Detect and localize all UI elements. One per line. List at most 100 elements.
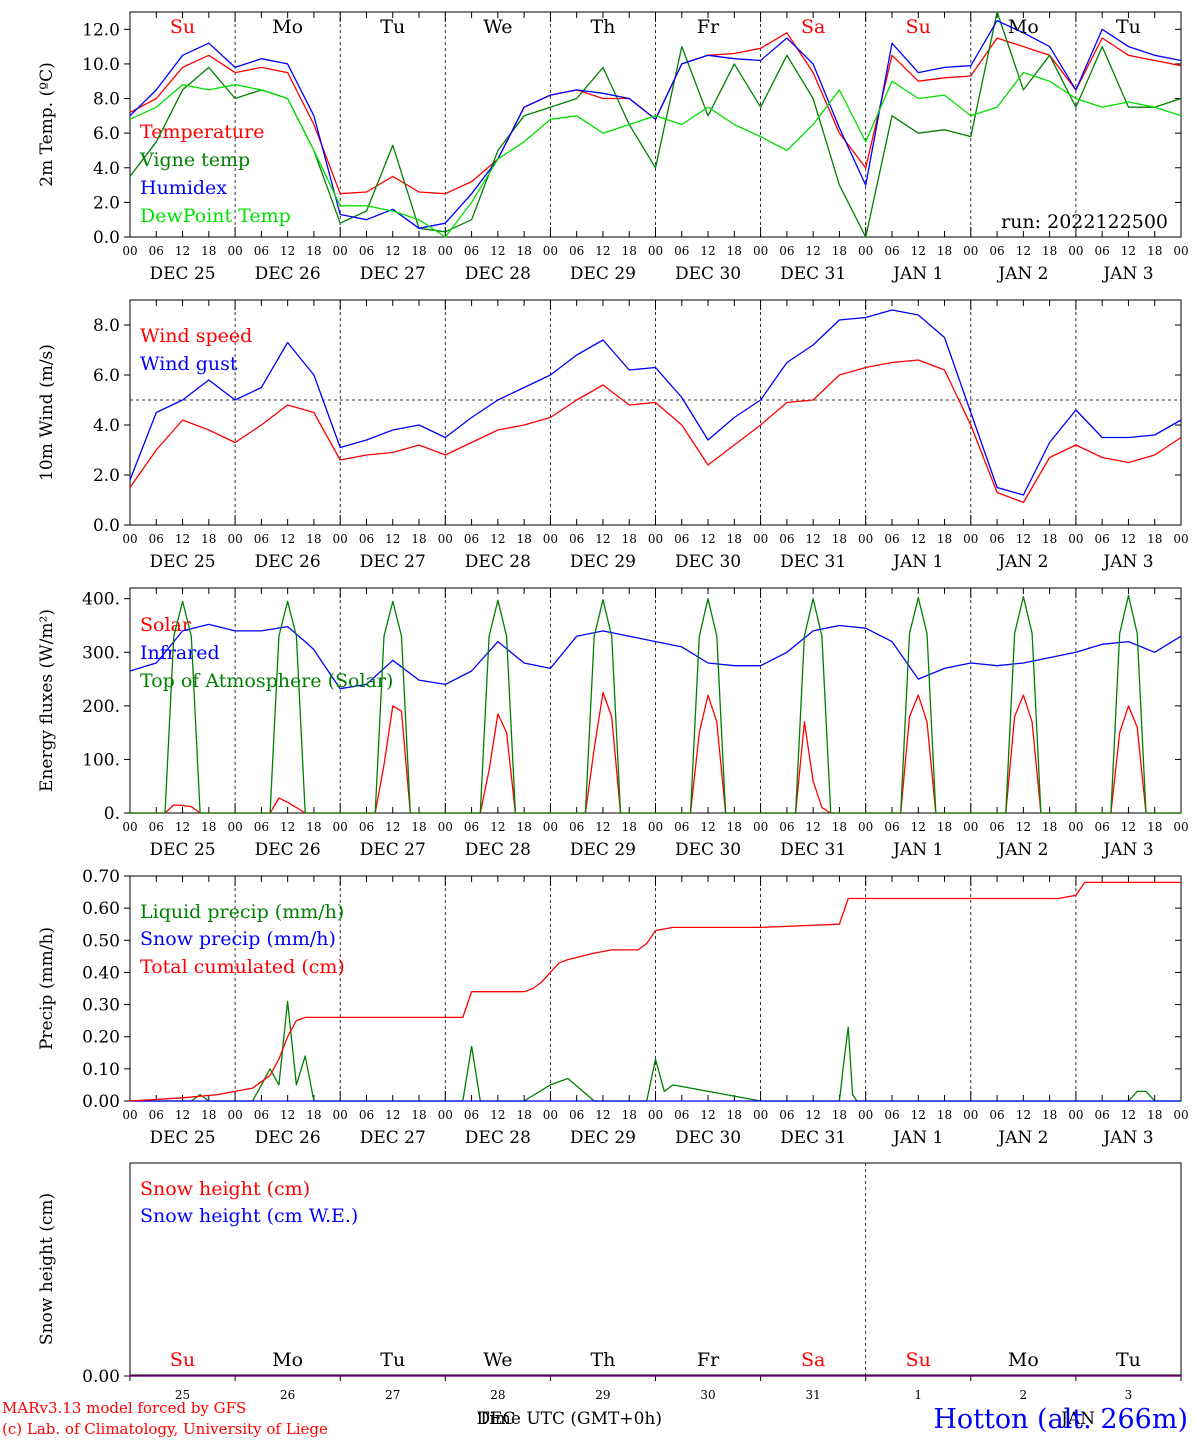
x-tick-label: 00 xyxy=(333,1108,348,1122)
day-number: 26 xyxy=(280,1388,295,1402)
series-line-total-cumulated-cm- xyxy=(129,881,1181,1102)
weekday-bottom: Su xyxy=(170,1349,195,1371)
day-label: DEC 27 xyxy=(360,1128,426,1148)
x-tick-label: 00 xyxy=(438,532,453,546)
legend-entry: Snow precip (mm/h) xyxy=(140,928,336,950)
y-tick-label: 12.0 xyxy=(82,20,120,40)
x-tick-label: 06 xyxy=(464,820,479,834)
x-tick-label: 00 xyxy=(122,820,137,834)
y-tick-label: 0.0 xyxy=(93,228,120,248)
y-axis-label: Precip (mm/h) xyxy=(37,927,57,1050)
day-label: JAN 1 xyxy=(891,840,943,860)
x-tick-label: 12 xyxy=(280,532,295,546)
x-tick-label: 12 xyxy=(490,1108,505,1122)
x-tick-label: 06 xyxy=(359,820,374,834)
y-tick-label: 0.00 xyxy=(82,1092,120,1112)
x-tick-label: 18 xyxy=(832,820,847,834)
x-tick-label: 00 xyxy=(543,1108,558,1122)
x-tick-label: 00 xyxy=(122,244,137,258)
x-tick-label: 12 xyxy=(806,1108,821,1122)
x-tick-label: 06 xyxy=(989,244,1004,258)
y-tick-label: 0. xyxy=(104,804,120,824)
plot-frame xyxy=(129,299,1182,526)
month-label-dec: DEC xyxy=(476,1409,515,1429)
day-label: DEC 30 xyxy=(675,840,741,860)
x-tick-label: 00 xyxy=(1173,244,1188,258)
x-tick-label: 06 xyxy=(464,244,479,258)
y-tick-label: 0.0 xyxy=(93,516,120,536)
day-label: DEC 29 xyxy=(570,1128,636,1148)
x-tick-label: 06 xyxy=(779,532,794,546)
y-tick-label: 4.0 xyxy=(93,416,120,436)
x-tick-label: 00 xyxy=(543,244,558,258)
x-tick-label: 06 xyxy=(884,1108,899,1122)
x-tick-label: 00 xyxy=(333,820,348,834)
day-label: JAN 1 xyxy=(891,552,943,572)
x-tick-label: 12 xyxy=(1121,1108,1136,1122)
x-tick-label: 18 xyxy=(727,820,742,834)
day-label: DEC 28 xyxy=(465,264,531,284)
x-tick-label: 12 xyxy=(1016,532,1031,546)
x-tick-label: 00 xyxy=(858,244,873,258)
series-line-dewpoint-temp xyxy=(129,71,1182,238)
weekday-top: Sa xyxy=(801,16,825,38)
x-tick-label: 06 xyxy=(779,1108,794,1122)
x-tick-label: 06 xyxy=(359,532,374,546)
weekday-top: Mo xyxy=(1008,16,1039,38)
x-tick-label: 12 xyxy=(280,244,295,258)
legend-entry: Snow height (cm) xyxy=(140,1178,310,1200)
x-tick-label: 18 xyxy=(622,244,637,258)
x-tick-label: 06 xyxy=(989,820,1004,834)
x-tick-label: 06 xyxy=(674,532,689,546)
x-tick-label: 12 xyxy=(385,244,400,258)
x-tick-label: 00 xyxy=(648,244,663,258)
panel-5: 25 26 27 28 29 30 31 1 2 3 0.00 Snow height (cm) Sno… xyxy=(37,1162,1182,1402)
y-tick-label: 6.0 xyxy=(93,124,120,144)
weekday-top: Tu xyxy=(380,16,405,38)
legend-entry: Temperature xyxy=(140,121,264,143)
x-tick-label: 12 xyxy=(595,820,610,834)
day-label: JAN 2 xyxy=(996,840,1048,860)
weekday-bottom: Mo xyxy=(272,1349,303,1371)
legend-entry: Liquid precip (mm/h) xyxy=(140,901,344,923)
day-label: DEC 30 xyxy=(675,552,741,572)
series-line-wind-speed xyxy=(129,359,1182,504)
x-tick-label: 06 xyxy=(884,820,899,834)
x-tick-label: 18 xyxy=(622,532,637,546)
weekday-bottom: Sa xyxy=(801,1349,825,1371)
x-tick-label: 00 xyxy=(543,532,558,546)
x-tick-label: 06 xyxy=(674,1108,689,1122)
x-axis-label: Time UTC (GMT+0h) xyxy=(478,1409,662,1429)
credit-line-2: (c) Lab. of Climatology, University of L… xyxy=(2,1420,328,1438)
x-tick-label: 12 xyxy=(806,532,821,546)
legend-entry: Snow height (cm W.E.) xyxy=(140,1205,358,1227)
x-tick-label: 00 xyxy=(438,820,453,834)
x-tick-label: 18 xyxy=(201,1108,216,1122)
y-axis-label: Energy fluxes (W/m²) xyxy=(37,609,57,792)
x-tick-label: 18 xyxy=(306,1108,321,1122)
x-tick-label: 00 xyxy=(963,1108,978,1122)
day-number: 2 xyxy=(1020,1388,1028,1402)
x-tick-label: 12 xyxy=(385,820,400,834)
y-tick-label: 2.0 xyxy=(93,466,120,486)
x-tick-label: 18 xyxy=(1147,820,1162,834)
x-tick-label: 06 xyxy=(464,532,479,546)
x-tick-label: 18 xyxy=(516,244,531,258)
y-axis-label: Snow height (cm) xyxy=(37,1193,57,1345)
x-tick-label: 12 xyxy=(911,820,926,834)
legend-entry: Top of Atmosphere (Solar) xyxy=(140,670,393,692)
y-tick-label: 0.40 xyxy=(82,963,120,983)
x-tick-label: 12 xyxy=(595,244,610,258)
x-tick-label: 06 xyxy=(569,820,584,834)
x-tick-label: 00 xyxy=(122,532,137,546)
x-tick-label: 06 xyxy=(674,820,689,834)
x-tick-label: 18 xyxy=(832,244,847,258)
x-tick-label: 06 xyxy=(149,244,164,258)
day-label: DEC 30 xyxy=(675,1128,741,1148)
day-label: DEC 31 xyxy=(780,264,846,284)
x-tick-label: 06 xyxy=(569,1108,584,1122)
x-tick-label: 18 xyxy=(832,532,847,546)
weekday-top: Su xyxy=(906,16,931,38)
day-label: DEC 26 xyxy=(255,552,321,572)
